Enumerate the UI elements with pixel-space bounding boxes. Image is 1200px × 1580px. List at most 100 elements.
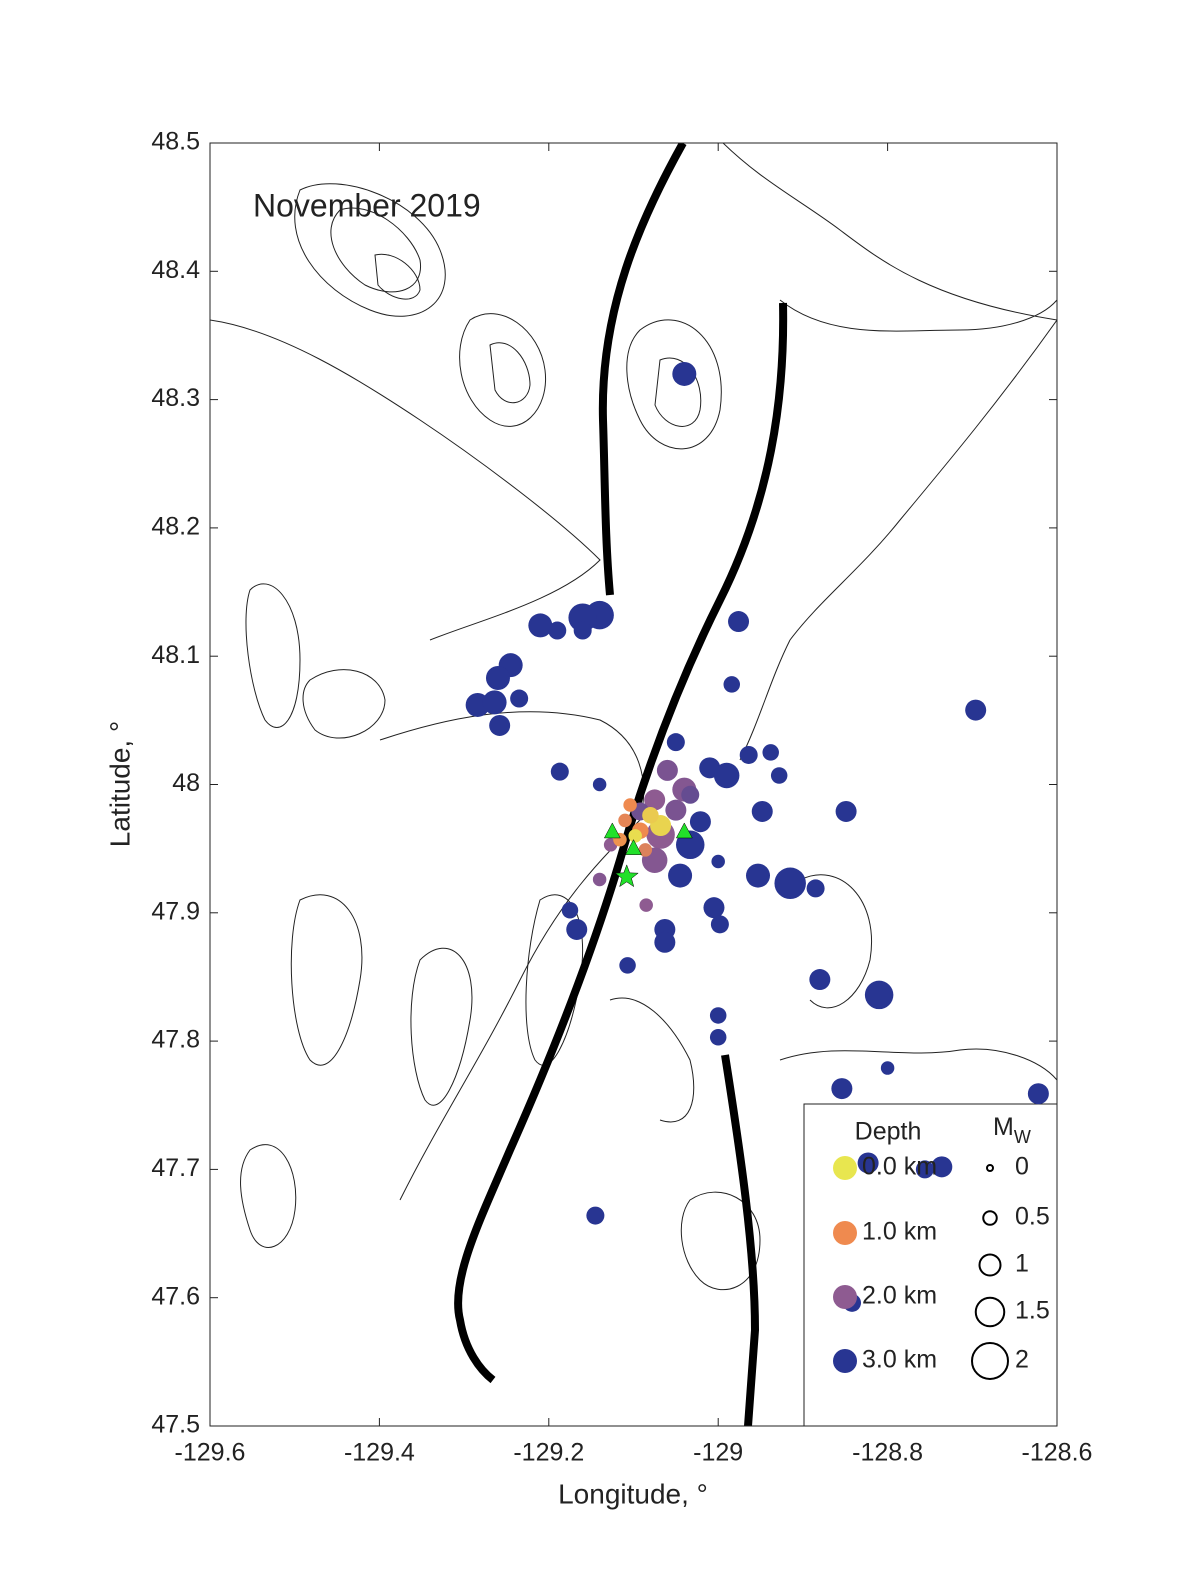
event — [639, 898, 653, 912]
contour — [245, 583, 301, 728]
bathymetry — [210, 143, 1057, 1426]
size-swatch — [974, 1296, 1006, 1328]
event — [809, 969, 831, 991]
event — [703, 897, 725, 919]
event — [689, 811, 711, 833]
event — [592, 777, 607, 792]
contour — [294, 183, 446, 317]
y-tick-label: 48.3 — [151, 384, 200, 412]
ridge-segment — [454, 302, 788, 1384]
contour — [374, 253, 421, 300]
points — [465, 361, 1049, 1312]
contour — [489, 342, 531, 404]
y-tick-label: 48.4 — [151, 256, 200, 284]
event — [864, 980, 894, 1010]
event — [618, 813, 632, 828]
event — [528, 613, 553, 638]
event — [746, 863, 771, 888]
event — [623, 798, 637, 812]
x-tick-label: -129 — [693, 1439, 743, 1467]
legend-swatch — [833, 1156, 857, 1180]
event — [806, 879, 825, 898]
contour — [240, 1144, 297, 1248]
event — [666, 733, 685, 752]
event — [573, 621, 592, 640]
event — [751, 800, 773, 822]
event — [857, 1152, 879, 1174]
contour — [410, 947, 473, 1106]
event — [723, 676, 741, 693]
event — [548, 621, 567, 640]
contour — [459, 313, 547, 427]
station — [675, 822, 693, 839]
legend-entries: Depth 0.0 km 1.0 km 2.0 km 3.0 km MW 0 0.5 1 1.5 2 — [833, 1113, 1050, 1380]
size-swatch — [982, 1210, 998, 1226]
y-axis-label: Latitude, ° — [104, 721, 135, 847]
contour — [210, 319, 601, 641]
ridge-segment — [598, 143, 687, 596]
contour — [739, 319, 1057, 761]
event — [931, 1156, 953, 1178]
contour — [779, 299, 1057, 332]
station — [603, 822, 621, 839]
size-swatch — [971, 1342, 1009, 1380]
event — [672, 361, 697, 386]
event — [739, 745, 758, 764]
x-tick-label: -128.6 — [1022, 1439, 1093, 1467]
star — [614, 864, 639, 888]
event — [681, 785, 700, 804]
event — [656, 759, 678, 781]
event — [965, 699, 987, 721]
event — [1027, 1083, 1049, 1105]
event — [915, 1160, 934, 1179]
ridge-segment — [721, 1054, 760, 1426]
y-tick-label: 47.5 — [151, 1411, 200, 1439]
contour — [609, 997, 695, 1123]
x-tick-label: -129.6 — [175, 1439, 246, 1467]
event — [482, 690, 507, 715]
station — [625, 839, 642, 855]
event — [880, 1061, 895, 1075]
event — [774, 867, 806, 900]
legend-title: MW — [993, 1113, 1031, 1147]
event — [586, 1206, 605, 1225]
y-tick-label: 47.7 — [151, 1154, 200, 1182]
contour — [680, 1191, 761, 1290]
event — [710, 915, 729, 934]
event — [489, 714, 511, 736]
event — [709, 1007, 727, 1024]
contour — [330, 207, 421, 293]
event — [835, 800, 857, 822]
y-tick-label: 48.2 — [151, 513, 200, 541]
event — [638, 843, 653, 857]
event — [568, 603, 597, 632]
size-label: 1 — [1015, 1250, 1029, 1278]
event — [642, 807, 659, 824]
legend-title-main: M — [993, 1113, 1014, 1141]
event — [770, 767, 788, 784]
event — [711, 854, 725, 869]
event — [561, 901, 579, 919]
legend-label: 2.0 km — [862, 1282, 937, 1310]
contour — [779, 1048, 1057, 1081]
event — [644, 789, 666, 811]
contour — [626, 319, 722, 450]
x-tick-label: -129.2 — [513, 1439, 584, 1467]
size-label: 1.5 — [1015, 1297, 1050, 1325]
event — [510, 689, 529, 708]
legend-swatch — [833, 1285, 857, 1309]
annotation: November 2019 — [253, 187, 481, 223]
legend-swatch — [833, 1349, 857, 1373]
size-label: 2 — [1015, 1346, 1029, 1374]
ticks: -129.6 -129.4 -129.2 -129 -128.8 -128.6 47.5 47… — [151, 128, 1092, 1467]
event — [665, 799, 687, 821]
y-tick-label: 48 — [172, 769, 200, 797]
event — [619, 957, 636, 974]
y-tick-label: 48.5 — [151, 128, 200, 156]
size-swatch — [978, 1253, 1002, 1277]
size-swatch — [986, 1164, 994, 1172]
x-tick-label: -128.8 — [852, 1439, 923, 1467]
contour — [654, 357, 702, 427]
contour — [722, 143, 1057, 321]
y-tick-label: 48.1 — [151, 641, 200, 669]
